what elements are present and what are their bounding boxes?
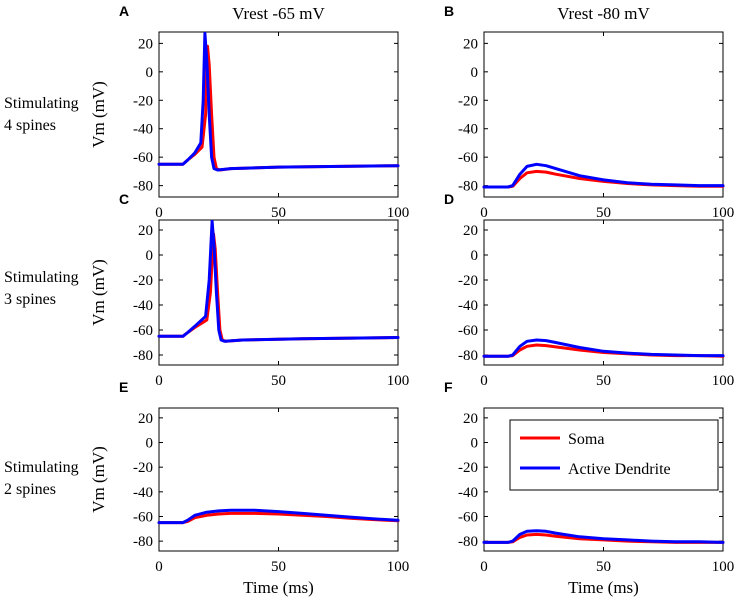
x-tick-label: 0 bbox=[480, 205, 488, 221]
y-tick-label: -20 bbox=[133, 273, 153, 289]
y-tick-label: -60 bbox=[133, 150, 153, 166]
row-label-2-line2: 3 spines bbox=[4, 291, 56, 308]
x-tick-label: 0 bbox=[155, 559, 163, 575]
column-title-b: Vrest -80 mV bbox=[557, 4, 650, 23]
y-tick-label: -20 bbox=[133, 460, 153, 476]
y-tick-label: 0 bbox=[471, 65, 479, 81]
x-axis-label-f: Time (ms) bbox=[568, 578, 639, 597]
x-tick-label: 0 bbox=[480, 373, 488, 389]
y-tick-label: 20 bbox=[463, 411, 478, 427]
legend-box bbox=[509, 419, 719, 491]
x-axis-label-e: Time (ms) bbox=[243, 578, 314, 597]
x-tick-label: 50 bbox=[596, 373, 611, 389]
panel-letter-a: A bbox=[119, 3, 129, 19]
row-label-3-line2: 2 spines bbox=[4, 481, 56, 498]
y-axis-label-e: Vm (mV) bbox=[89, 446, 108, 513]
x-tick-label: 0 bbox=[155, 373, 163, 389]
y-tick-label: 20 bbox=[463, 223, 478, 239]
x-tick-label: 50 bbox=[271, 373, 286, 389]
x-tick-label: 100 bbox=[712, 559, 735, 575]
y-tick-label: -60 bbox=[458, 323, 478, 339]
series-active-dendrite-a bbox=[157, 31, 400, 172]
y-tick-label: -20 bbox=[133, 93, 153, 109]
panel-letter-f: F bbox=[444, 379, 453, 395]
x-tick-label: 100 bbox=[712, 205, 735, 221]
y-tick-label: -60 bbox=[133, 323, 153, 339]
x-tick-label: 100 bbox=[387, 373, 410, 389]
x-tick-label: 50 bbox=[596, 559, 611, 575]
y-tick-label: 0 bbox=[146, 65, 154, 81]
y-tick-label: -80 bbox=[133, 348, 153, 364]
y-tick-label: -20 bbox=[458, 460, 478, 476]
axes-box-a bbox=[158, 31, 399, 198]
y-tick-label: -80 bbox=[458, 348, 478, 364]
row-label-1-line2: 4 spines bbox=[4, 117, 56, 134]
panel-letter-b: B bbox=[444, 3, 454, 19]
panel-letter-d: D bbox=[444, 191, 454, 207]
y-tick-label: -40 bbox=[458, 485, 478, 501]
series-active-dendrite-d bbox=[482, 338, 725, 358]
y-tick-label: -80 bbox=[458, 179, 478, 195]
x-tick-label: 0 bbox=[480, 559, 488, 575]
legend-label-active-dendrite: Active Dendrite bbox=[568, 461, 671, 478]
y-axis-label-c: Vm (mV) bbox=[89, 259, 108, 326]
y-tick-label: -60 bbox=[458, 509, 478, 525]
panel-letter-c: C bbox=[119, 191, 129, 207]
series-active-dendrite-b bbox=[482, 162, 725, 189]
x-tick-label: 100 bbox=[387, 205, 410, 221]
row-label-3-line1: Stimulating bbox=[4, 459, 79, 476]
y-tick-label: 20 bbox=[138, 223, 153, 239]
series-active-dendrite-f bbox=[482, 529, 725, 544]
x-tick-label: 100 bbox=[712, 373, 735, 389]
y-tick-label: -40 bbox=[458, 298, 478, 314]
row-label-2-line1: Stimulating bbox=[4, 269, 79, 286]
y-tick-label: 0 bbox=[471, 436, 479, 452]
x-tick-label: 50 bbox=[271, 205, 286, 221]
y-tick-label: -20 bbox=[458, 93, 478, 109]
y-axis-label-a: Vm (mV) bbox=[89, 81, 108, 148]
legend-label-soma: Soma bbox=[568, 431, 604, 448]
axes-box-c bbox=[158, 219, 399, 366]
y-tick-label: -60 bbox=[133, 509, 153, 525]
y-tick-label: -60 bbox=[458, 150, 478, 166]
y-tick-label: 20 bbox=[138, 36, 153, 52]
axes-box-e bbox=[158, 407, 399, 552]
series-active-dendrite-c bbox=[157, 219, 400, 343]
y-tick-label: -40 bbox=[133, 122, 153, 138]
x-tick-label: 0 bbox=[155, 205, 163, 221]
series-active-dendrite-e bbox=[157, 508, 400, 525]
x-tick-label: 100 bbox=[387, 559, 410, 575]
column-title-a: Vrest -65 mV bbox=[232, 4, 325, 23]
y-tick-label: -40 bbox=[133, 298, 153, 314]
y-tick-label: 0 bbox=[146, 248, 154, 264]
y-tick-label: -40 bbox=[458, 122, 478, 138]
y-tick-label: -20 bbox=[458, 273, 478, 289]
y-tick-label: 0 bbox=[471, 248, 479, 264]
panel-letter-e: E bbox=[119, 379, 128, 395]
y-tick-label: 0 bbox=[146, 436, 154, 452]
y-tick-label: -40 bbox=[133, 485, 153, 501]
row-label-1-line1: Stimulating bbox=[4, 95, 79, 112]
y-tick-label: -80 bbox=[458, 534, 478, 550]
x-tick-label: 50 bbox=[596, 205, 611, 221]
x-tick-label: 50 bbox=[271, 559, 286, 575]
axes-box-d bbox=[483, 219, 724, 366]
y-tick-label: 20 bbox=[463, 36, 478, 52]
y-tick-label: -80 bbox=[133, 534, 153, 550]
y-tick-label: 20 bbox=[138, 411, 153, 427]
y-tick-label: -80 bbox=[133, 179, 153, 195]
